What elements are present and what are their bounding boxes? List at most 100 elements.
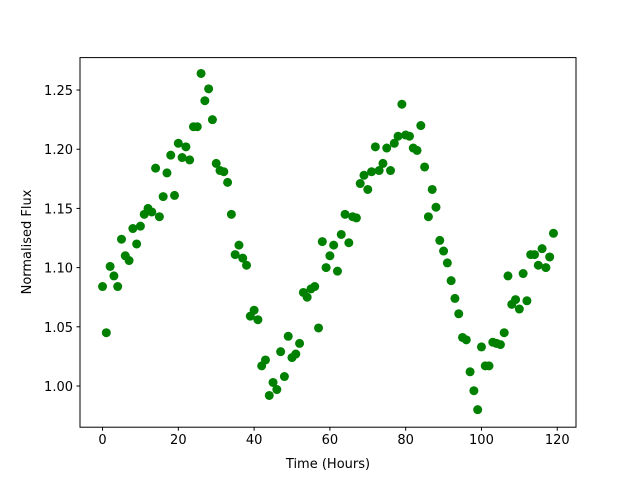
data-point <box>173 138 183 148</box>
data-point <box>454 309 464 319</box>
data-point <box>105 261 115 271</box>
data-point <box>499 328 509 338</box>
data-point <box>484 361 494 371</box>
data-point <box>135 221 145 231</box>
data-point <box>355 179 365 189</box>
data-point <box>177 153 187 163</box>
data-point <box>211 158 221 168</box>
data-point <box>249 305 259 315</box>
data-point <box>435 235 445 245</box>
data-point <box>234 240 244 250</box>
data-point <box>181 142 191 152</box>
data-point <box>113 282 123 292</box>
data-point <box>442 258 452 268</box>
data-point <box>98 282 108 292</box>
y-tick-label: 1.15 <box>44 202 73 217</box>
data-point <box>207 115 217 125</box>
data-point <box>514 304 524 314</box>
data-point <box>420 162 430 172</box>
data-point <box>344 238 354 248</box>
data-point <box>321 263 331 273</box>
y-tick-label: 1.10 <box>44 262 73 277</box>
data-point <box>268 377 278 387</box>
y-tick-label: 1.25 <box>44 84 73 99</box>
data-point <box>397 99 407 109</box>
data-point <box>314 323 324 333</box>
data-point <box>393 131 403 141</box>
data-point <box>367 167 377 177</box>
data-point <box>518 269 528 279</box>
data-point <box>336 229 346 239</box>
data-point <box>511 295 521 305</box>
data-point <box>204 84 214 94</box>
data-point <box>386 166 396 176</box>
data-point <box>465 367 475 377</box>
data-point <box>260 355 270 365</box>
data-point <box>404 131 414 141</box>
data-point <box>192 122 202 132</box>
x-tick-label: 60 <box>322 433 339 448</box>
data-point <box>351 213 361 223</box>
data-point <box>101 328 111 338</box>
data-point <box>219 167 229 177</box>
y-tick-label: 1.05 <box>44 321 73 336</box>
data-point <box>147 207 157 217</box>
data-point <box>329 240 339 250</box>
data-point <box>238 253 248 263</box>
data-point <box>522 296 532 306</box>
data-point <box>389 138 399 148</box>
data-point <box>530 250 540 260</box>
data-point <box>116 234 126 244</box>
data-point <box>317 237 327 247</box>
data-point <box>363 184 373 194</box>
data-point <box>378 158 388 168</box>
data-point <box>132 239 142 249</box>
data-point <box>109 271 119 281</box>
data-point <box>272 385 282 395</box>
data-point <box>332 266 342 276</box>
y-tick-label: 1.20 <box>44 143 73 158</box>
data-point <box>124 256 134 266</box>
data-point <box>200 96 210 106</box>
data-point <box>158 192 168 202</box>
data-point <box>230 250 240 260</box>
data-point <box>446 276 456 286</box>
data-point <box>166 150 176 160</box>
x-tick-label: 120 <box>545 433 570 448</box>
data-point <box>431 202 441 212</box>
data-point <box>283 331 293 341</box>
data-point <box>503 271 513 281</box>
data-point <box>412 145 422 155</box>
data-point <box>439 246 449 256</box>
data-point <box>370 142 380 152</box>
data-point <box>276 347 286 357</box>
y-tick-label: 1.00 <box>44 380 73 395</box>
data-point <box>537 244 547 254</box>
data-point <box>291 349 301 359</box>
data-point <box>461 335 471 345</box>
data-point <box>185 155 195 165</box>
data-point <box>473 405 483 415</box>
x-tick-label: 80 <box>397 433 414 448</box>
x-tick-label: 20 <box>170 433 187 448</box>
data-point <box>295 338 305 348</box>
data-point <box>427 184 437 194</box>
data-point <box>325 251 335 261</box>
x-tick-label: 40 <box>246 433 263 448</box>
data-point <box>242 260 252 270</box>
data-point <box>495 340 505 350</box>
data-point <box>450 293 460 303</box>
data-point <box>223 177 233 187</box>
data-point <box>226 209 236 219</box>
data-point <box>151 163 161 173</box>
data-point <box>253 315 263 325</box>
data-point <box>128 224 138 234</box>
data-point <box>359 170 369 180</box>
data-point <box>279 372 289 382</box>
data-point <box>469 386 479 396</box>
data-point <box>548 228 558 238</box>
y-axis-label: Normalised Flux <box>20 189 35 294</box>
x-tick-label: 100 <box>469 433 494 448</box>
data-point <box>374 166 384 176</box>
